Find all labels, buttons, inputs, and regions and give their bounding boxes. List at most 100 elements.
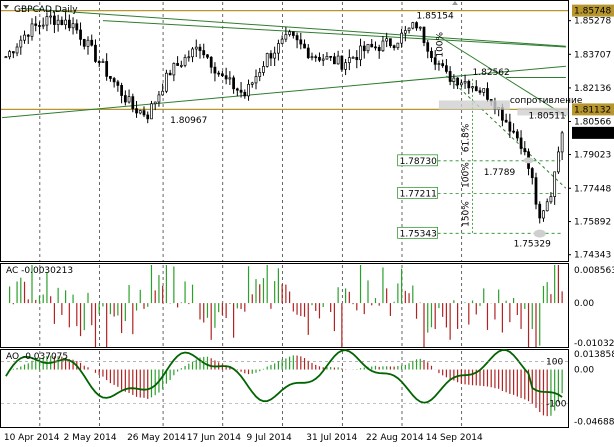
candle [105,53,109,81]
candle [553,171,557,205]
candle [135,100,138,118]
candle [221,71,224,78]
candle [250,81,254,88]
candle [90,34,94,47]
triangle-up-icon [452,1,458,5]
candle [172,62,176,82]
price-annotation: 1.85154 [417,11,454,21]
candle [329,55,333,61]
candle [370,39,374,48]
candle [385,32,389,48]
fibonacci-price-box [397,226,438,239]
candle [306,44,310,60]
level-price-tag [572,103,614,116]
price-tick-label: 1.85278 [574,17,611,27]
current-price-label: 1.80036 [574,129,611,139]
candle [299,32,303,50]
candle [291,31,295,39]
candle [176,56,179,66]
ao-tick-label: 0.00 [574,366,594,376]
ac-histogram [9,265,563,347]
candle [235,87,239,97]
candle [45,12,49,32]
date-tick-label: 31 Jul 2014 [306,433,357,443]
date-tick-label: 14 Sep 2014 [426,433,483,443]
candle [478,87,482,95]
candle [86,36,90,55]
candle [400,28,403,48]
candle [325,52,329,60]
candle [415,21,418,31]
ao-tick-label: -0.046880 [574,417,614,427]
candle [127,89,131,104]
candle [545,198,549,212]
candle [471,85,474,92]
candle [116,79,120,92]
chart-labels: 10 Apr 2014 2 May 2014 26 May 2014 17 Jun 2… [4,11,583,443]
candle [168,69,172,76]
candle [191,47,194,63]
candle [4,55,8,59]
candle [38,21,41,34]
candle [359,38,362,67]
candle [53,11,56,34]
candle [206,54,209,60]
candle [463,74,467,89]
candle [523,141,527,156]
candle [486,82,489,103]
ao-oscillator-line [5,349,563,404]
candle [433,50,437,71]
candle [198,43,202,59]
candle [295,32,299,49]
candle [11,51,15,59]
main-panel-frame [0,0,569,262]
trendline [20,7,566,47]
candle [340,55,344,72]
trendline [102,20,566,48]
price-axis: 1.85278 1.83707 1.82136 1.80566 1.79023 1.774… [546,4,614,427]
candle [179,60,183,68]
candle [26,34,30,45]
resistance-zone-right [517,107,569,116]
fibonacci-top-percent-label: 100% [435,31,445,57]
candle [273,46,277,67]
ao-title: AO -0.037075 [6,352,68,362]
candle [258,67,262,82]
resistance-zone [438,100,510,110]
ac-title: AC -0.0030213 [6,266,73,276]
candle [407,27,411,34]
candle [30,18,34,41]
candle [426,39,430,59]
ao-tick-label: 0.013858 [574,350,614,360]
candle [411,21,415,30]
price-tick-label: 1.75892 [574,218,611,228]
candle [49,9,53,25]
candle [314,54,318,62]
candle [239,81,243,98]
candle [213,62,217,82]
fibonacci-price-label: 1.75343 [400,229,437,239]
candle [310,52,314,61]
fibonacci-price-label: 1.78730 [400,157,437,167]
fibonacci-percent-label: 61.8% [462,123,472,152]
candle [530,167,534,185]
candle [209,56,213,74]
ao-osc-tick-label: -100 [546,399,567,409]
fibonacci-price-box [397,154,438,167]
candle [534,172,538,210]
candle [153,101,157,111]
candle [333,52,336,65]
price-tick-label: 1.82136 [574,84,611,94]
candle [67,14,71,32]
candle [347,49,351,71]
price-tick-label: 1.77448 [574,184,611,194]
candle [280,35,284,45]
fib-marker [523,157,534,164]
candle [161,83,165,96]
candle [157,90,161,107]
price-annotation: 1.7789 [484,168,516,178]
candle [452,74,456,89]
candle [303,39,306,49]
